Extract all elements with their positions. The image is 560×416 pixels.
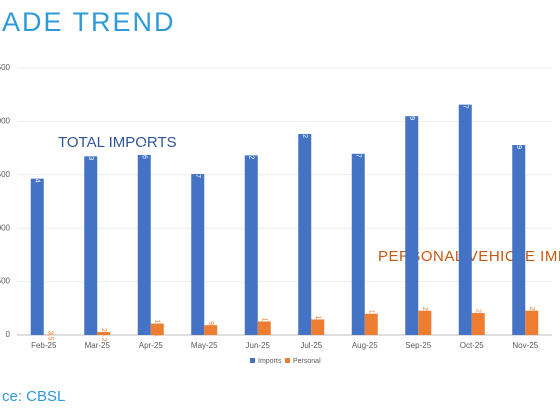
chart-title: ADE TREND bbox=[2, 7, 176, 37]
data-label: 1,686 bbox=[140, 141, 147, 159]
x-tick-label: Feb-25 bbox=[31, 341, 57, 350]
legend-label: Imports bbox=[258, 358, 282, 365]
data-label: 1,682 bbox=[247, 142, 254, 160]
data-label: 1,779 bbox=[515, 131, 522, 149]
data-label: 198.9 bbox=[367, 310, 374, 328]
x-tick-label: May-25 bbox=[191, 341, 218, 350]
annotation: TOTAL IMPORTS bbox=[58, 134, 177, 151]
y-tick-label: 000 bbox=[0, 117, 11, 126]
bar bbox=[405, 116, 419, 335]
bar bbox=[364, 313, 378, 335]
data-label: 205.6 bbox=[474, 309, 481, 327]
y-tick-label: 500 bbox=[0, 170, 11, 179]
bar bbox=[525, 310, 539, 335]
data-label: 1,507 bbox=[194, 161, 201, 179]
bar bbox=[150, 323, 164, 335]
source: ce: CBSL bbox=[2, 388, 65, 405]
data-label: 3.5 bbox=[46, 331, 53, 341]
data-label: 1,882 bbox=[301, 120, 308, 138]
data-label: 2,049 bbox=[408, 103, 415, 121]
data-label: 1,697 bbox=[354, 140, 361, 158]
data-label: 1,673 bbox=[87, 143, 94, 161]
data-label: 28.2 bbox=[100, 328, 107, 342]
y-tick-label: 500 bbox=[0, 277, 11, 286]
data-label: 126.8 bbox=[260, 317, 267, 335]
x-tick-label: Mar-25 bbox=[85, 341, 111, 350]
x-tick-label: Sep-25 bbox=[405, 341, 431, 350]
bar bbox=[471, 313, 485, 335]
data-label: 227.5 bbox=[421, 307, 428, 325]
x-tick-label: Nov-25 bbox=[512, 341, 538, 350]
bar bbox=[257, 321, 271, 335]
bar bbox=[351, 153, 365, 335]
data-label: 107.1 bbox=[153, 320, 160, 338]
y-tick-label: 500 bbox=[0, 63, 11, 72]
legend-label: Personal bbox=[293, 358, 321, 365]
x-tick-label: Aug-25 bbox=[352, 341, 378, 350]
data-label: 91.9 bbox=[207, 321, 214, 335]
bar bbox=[512, 145, 526, 335]
legend-swatch bbox=[285, 358, 290, 363]
bar bbox=[204, 325, 218, 335]
x-tick-label: Oct-25 bbox=[460, 341, 485, 350]
x-tick-label: Apr-25 bbox=[139, 341, 164, 350]
data-label: 2,157 bbox=[461, 91, 468, 109]
data-label: 145.7 bbox=[314, 315, 321, 333]
bar bbox=[311, 319, 325, 335]
data-label: 1,464 bbox=[33, 165, 40, 183]
legend-swatch bbox=[250, 358, 255, 363]
bar bbox=[458, 104, 472, 335]
bar bbox=[244, 155, 258, 335]
bar bbox=[30, 178, 44, 335]
x-tick-label: Jul-25 bbox=[300, 341, 322, 350]
y-tick-label: 0 bbox=[6, 330, 11, 339]
bar bbox=[418, 310, 432, 335]
bar bbox=[84, 156, 98, 335]
bar bbox=[298, 134, 312, 335]
bar bbox=[97, 331, 111, 335]
bar bbox=[191, 174, 205, 335]
bar bbox=[137, 154, 151, 335]
data-label: 227.6 bbox=[528, 307, 535, 325]
x-tick-label: Jun-25 bbox=[246, 341, 271, 350]
y-tick-label: 000 bbox=[0, 223, 11, 232]
